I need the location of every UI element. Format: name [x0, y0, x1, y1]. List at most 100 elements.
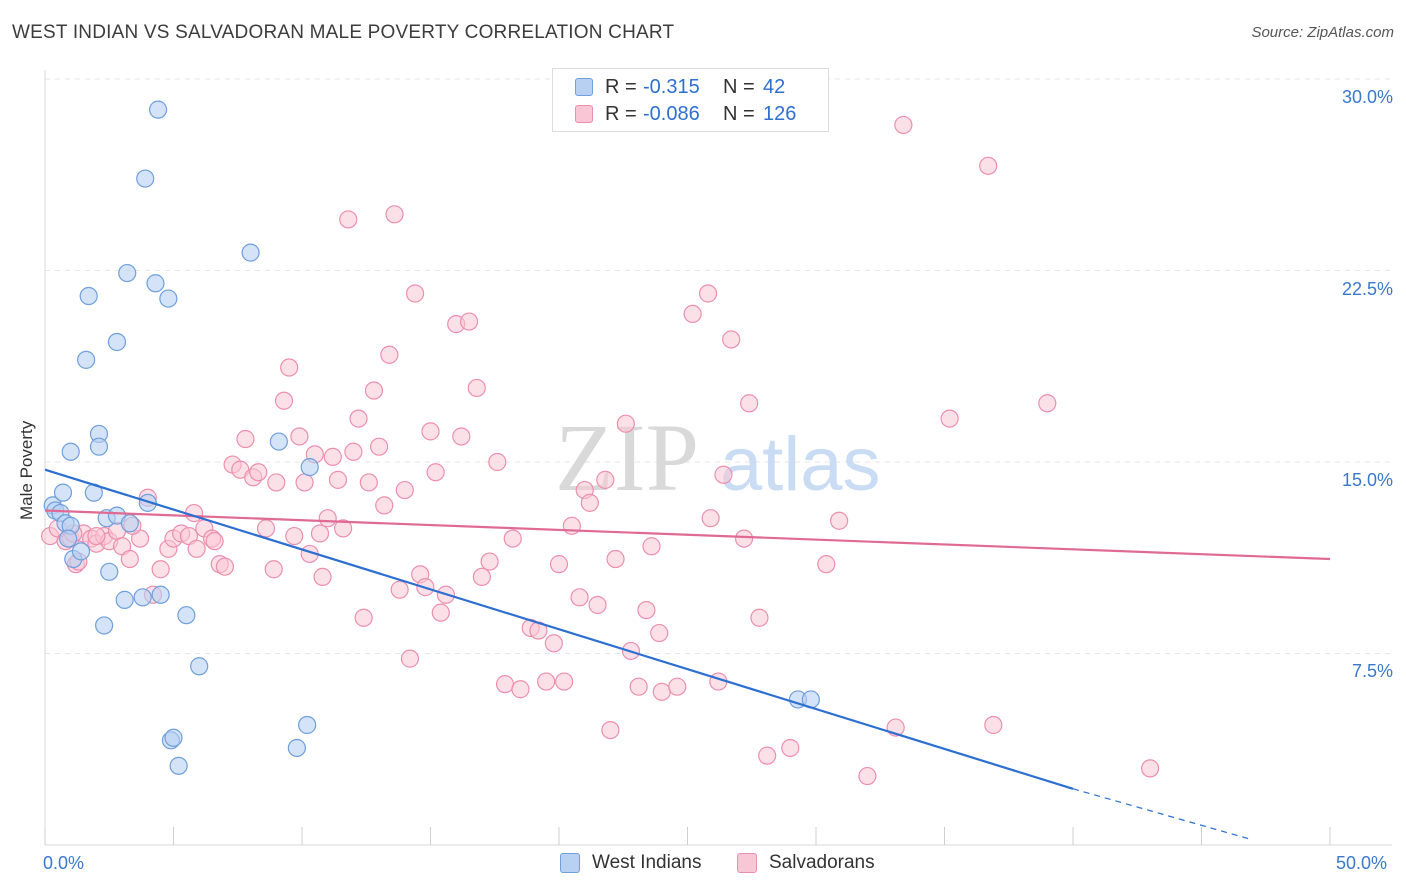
r-value: -0.086 — [643, 102, 700, 125]
west-indians-point — [269, 432, 288, 451]
salvadorans-point — [215, 557, 234, 576]
salvadorans-points — [41, 115, 1160, 786]
salvadorans-point — [87, 526, 106, 546]
west-indians-trend-line — [44, 468, 1074, 790]
salvadorans-point — [290, 427, 309, 446]
salvadorans-point — [979, 156, 998, 175]
n-label: N = — [723, 75, 755, 98]
west-indians-point — [151, 585, 170, 604]
salvadorans-point — [511, 680, 530, 699]
salvadorans-point — [495, 675, 515, 694]
n-label: N = — [723, 102, 755, 125]
salvadorans-point — [421, 422, 440, 441]
salvadorans-point — [151, 560, 170, 579]
x-tick-label: 50.0% — [1336, 853, 1388, 873]
salvadorans-point — [280, 358, 299, 377]
west-indians-point — [107, 332, 127, 352]
salvadorans-point — [375, 496, 394, 515]
west-indians-point — [136, 169, 155, 188]
salvadorans-point — [1038, 394, 1057, 413]
salvadorans-point — [701, 509, 720, 528]
salvadorans-point — [249, 463, 268, 482]
y-tick-label: 15.0% — [1341, 470, 1393, 490]
west-indians-point — [164, 728, 183, 747]
west-indians-point — [59, 529, 78, 548]
salvadorans-point — [758, 746, 777, 765]
west-indians-point — [61, 442, 80, 461]
west-indians-point — [169, 756, 188, 775]
pink-swatch — [575, 105, 593, 123]
legend-item-west-indians[interactable]: West Indians — [560, 852, 701, 874]
west-indians-point — [79, 286, 98, 306]
salvadorans-point — [267, 473, 286, 492]
legend-row-west-indians: R = -0.315 N = 42 — [575, 75, 785, 99]
salvadorans-point — [256, 519, 276, 538]
r-label: R = — [605, 102, 637, 125]
salvadorans-point — [570, 588, 589, 607]
west-indians-trend-extension — [1072, 788, 1254, 841]
y-tick-label: 30.0% — [1341, 87, 1393, 107]
salvadorans-point — [385, 205, 404, 224]
salvadorans-point — [459, 312, 479, 331]
blue-swatch — [560, 853, 580, 873]
salvadorans-point — [318, 509, 337, 528]
watermark-atlas: atlas — [720, 422, 881, 507]
salvadorans-point — [426, 463, 445, 482]
salvadorans-point — [472, 567, 491, 587]
salvadorans-point — [285, 526, 304, 546]
series-legend: West Indians Salvadorans — [0, 852, 1406, 878]
salvadorans-point — [390, 580, 409, 599]
west-indians-point — [100, 562, 119, 581]
salvadorans-point — [187, 539, 206, 558]
west-indians-point — [159, 289, 178, 308]
source-credit: Source: ZipAtlas.com — [1251, 24, 1394, 41]
salvadorans-point — [400, 649, 420, 668]
salvadorans-point — [328, 470, 348, 489]
trend-lines — [44, 468, 1331, 841]
salvadorans-point — [601, 720, 620, 740]
salvadorans-point — [629, 677, 648, 696]
n-value: 126 — [763, 102, 797, 125]
n-value: 42 — [763, 75, 786, 98]
west-indians-point — [146, 274, 165, 293]
grid-lines — [45, 78, 1392, 654]
salvadorans-point — [364, 381, 384, 400]
salvadorans-point — [395, 480, 414, 500]
salvadorans-point — [431, 603, 450, 622]
salvadorans-point — [555, 672, 574, 691]
salvadorans-point — [503, 529, 522, 548]
salvadorans-point — [120, 549, 139, 569]
salvadorans-point — [310, 524, 330, 543]
salvadorans-point — [858, 766, 877, 786]
r-label: R = — [605, 75, 637, 98]
salvadorans-point — [817, 555, 836, 574]
salvadorans-point — [562, 516, 581, 535]
y-tick-label: 7.5% — [1351, 661, 1393, 681]
west-indians-point — [177, 606, 196, 625]
salvadorans-point — [344, 442, 363, 461]
salvadorans-point — [313, 567, 332, 587]
salvadorans-point — [580, 493, 599, 512]
salvadorans-point — [339, 210, 358, 229]
salvadorans-point — [295, 473, 314, 492]
west-indians-point — [138, 493, 157, 512]
west-indians-point — [241, 243, 260, 262]
chart-title: WEST INDIAN VS SALVADORAN MALE POVERTY C… — [12, 22, 675, 43]
salvadorans-trend-line — [44, 509, 1331, 561]
salvadorans-point — [1140, 759, 1160, 778]
salvadorans-point — [359, 473, 378, 492]
salvadorans-point — [480, 552, 499, 571]
west-indians-point — [148, 100, 168, 119]
salvadorans-point — [349, 409, 368, 428]
salvadorans-point — [940, 409, 959, 428]
salvadorans-point — [264, 560, 283, 579]
west-indians-point — [300, 458, 319, 477]
legend-item-salvadorans[interactable]: Salvadorans — [737, 852, 875, 874]
salvadorans-point — [236, 429, 255, 449]
salvadorans-point — [642, 537, 661, 556]
salvadorans-point — [274, 391, 294, 410]
salvadorans-point — [734, 529, 754, 548]
r-value: -0.315 — [643, 75, 700, 98]
salvadorans-point — [370, 437, 389, 456]
west-indians-point — [77, 350, 96, 369]
